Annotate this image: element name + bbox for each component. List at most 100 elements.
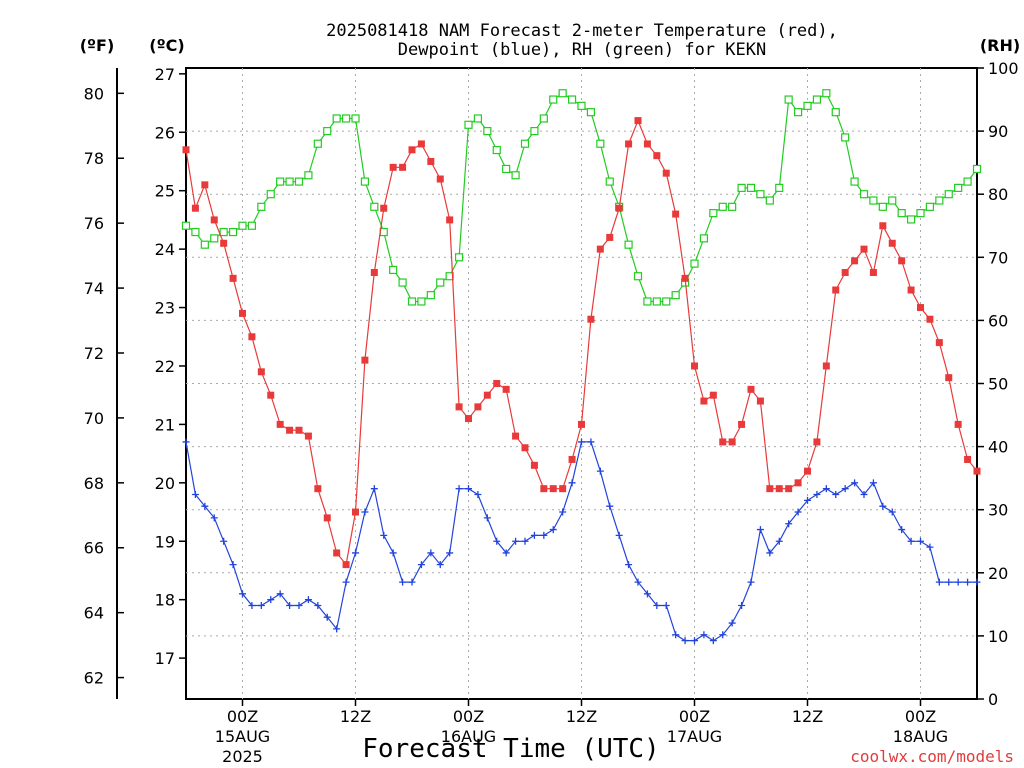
temperature-point [295, 426, 303, 434]
dewpoint-point [907, 537, 915, 545]
rh-point [454, 253, 464, 262]
temperature-point [446, 216, 454, 224]
rh-point [972, 164, 982, 174]
rh-point [219, 227, 228, 237]
dewpoint-point [634, 578, 642, 586]
temperature-point [182, 146, 190, 154]
rh-point [746, 183, 756, 192]
date-tick-label: 18AUG [893, 727, 948, 746]
temperature-point [681, 274, 689, 282]
rh-point [831, 108, 840, 117]
dewpoint-point [596, 467, 604, 475]
date-tick-label: 16AUG [441, 727, 496, 746]
rh-point [502, 164, 511, 174]
rh-point [520, 139, 530, 148]
dewpoint-point [483, 514, 491, 522]
dewpoint-point [681, 637, 689, 645]
chart-title-line2: Dewpoint (blue), RH (green) for KEKN [398, 40, 766, 60]
dewpoint-point [832, 491, 840, 499]
temperature-point [229, 274, 237, 282]
dewpoint-point [257, 602, 265, 610]
rh-line [185, 92, 978, 303]
time-tick-label: 12Z [792, 707, 823, 726]
temperature-point [898, 257, 906, 265]
rh-point [417, 297, 426, 306]
rh-point [756, 190, 765, 199]
dewpoint-point [417, 561, 425, 569]
dewpoint-point [587, 438, 595, 446]
time-tick-label: 00Z [905, 707, 936, 726]
temperature-point [728, 438, 736, 446]
dewpoint-point [728, 619, 736, 627]
temperature-point [888, 239, 896, 247]
rh-point [210, 234, 219, 243]
rh-point [906, 215, 916, 224]
rh-point [577, 101, 586, 110]
rh-point [276, 177, 285, 186]
dewpoint-point [436, 561, 444, 569]
rh-point [370, 202, 379, 211]
dewpoint-point [794, 508, 802, 516]
dewpoint-point [869, 479, 877, 487]
fahrenheit-tick-label: 66 [84, 539, 104, 558]
temperature-point [709, 391, 717, 399]
rh-point [398, 278, 407, 287]
rh-point [483, 126, 492, 136]
temperature-point [954, 420, 962, 428]
rh-point [671, 291, 680, 300]
temperature-point [540, 485, 548, 493]
time-tick-label: 00Z [679, 707, 710, 726]
temperature-point [634, 117, 642, 125]
x-axis-title: Forecast Time (UTC) [362, 734, 659, 764]
rh-tick-label: 100 [988, 59, 1019, 78]
rh-point [341, 114, 351, 123]
chart-title-line1: 2025081418 NAM Forecast 2-meter Temperat… [326, 21, 838, 41]
dewpoint-point [314, 602, 322, 610]
rh-point [257, 202, 266, 211]
temperature-point [512, 432, 520, 440]
rh-point [954, 183, 963, 192]
fahrenheit-tick-label: 68 [84, 474, 104, 493]
dewpoint-point [474, 491, 482, 499]
dewpoint-point [785, 520, 793, 528]
temperature-point [775, 485, 783, 493]
temperature-point [267, 391, 275, 399]
temperature-point [756, 397, 764, 405]
dewpoint-point [606, 502, 614, 510]
dewpoint-point [239, 590, 246, 598]
rh-point [624, 240, 633, 249]
temperature-point [785, 485, 793, 493]
dewpoint-point [502, 549, 510, 557]
dewpoint-point [926, 543, 934, 551]
temperature-point [738, 420, 746, 428]
series-layer [181, 89, 982, 645]
celsius-tick-label: 23 [155, 299, 175, 318]
rh-point [445, 272, 454, 281]
dewpoint-point [201, 502, 209, 510]
temperature-point [455, 403, 463, 411]
rh-point [332, 114, 341, 123]
dewpoint-point [662, 602, 670, 610]
temperature-point [248, 333, 256, 341]
rh-point [841, 133, 850, 142]
rh-point [633, 272, 643, 281]
temperature-point [465, 415, 472, 423]
temperature-point [596, 245, 604, 253]
fahrenheit-tick-label: 80 [84, 84, 104, 103]
temperature-point [323, 514, 331, 522]
dewpoint-point [935, 578, 943, 586]
dewpoint-point [408, 578, 416, 586]
rh-point [775, 183, 784, 192]
dewpoint-point [653, 602, 661, 610]
dewpoint-point [361, 508, 369, 516]
dewpoint-point [559, 508, 567, 516]
dewpoint-point [248, 602, 256, 610]
dewpoint-point [370, 485, 378, 493]
temperature-point [352, 508, 359, 516]
rh-tick-label: 60 [988, 311, 1008, 330]
temperature-point [964, 455, 972, 463]
dewpoint-point [333, 625, 341, 633]
rh-point [869, 196, 878, 205]
dewpoint-point [342, 578, 350, 586]
